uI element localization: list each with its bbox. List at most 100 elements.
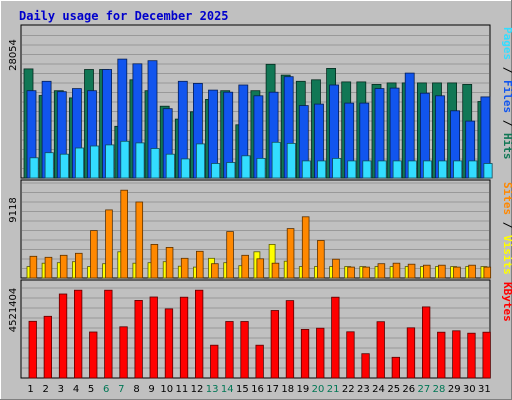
bar-sites-day-4 (75, 252, 83, 279)
y-tick-label-top: 28054 (8, 39, 19, 71)
bar-kbytes-day-7 (119, 326, 128, 379)
bar-pages-day-28 (438, 160, 448, 179)
bar-pages-day-16 (256, 157, 266, 179)
bar-pages-day-20 (317, 160, 327, 179)
legend-bottom: KBytes (501, 282, 512, 322)
panel-sites-visits: 9118 Sites / Visits (8, 179, 512, 279)
bar-kbytes-day-3 (58, 293, 68, 379)
bar-kbytes-day-20 (316, 327, 325, 379)
bar-pages-day-30 (468, 160, 478, 179)
bar-kbytes-day-25 (391, 356, 401, 379)
bar-pages-day-5 (90, 145, 100, 179)
bar-pages-day-7 (120, 140, 130, 179)
bars-middle (26, 189, 492, 279)
bar-sites-day-29 (453, 266, 461, 279)
bar-pages-day-17 (271, 141, 281, 179)
bar-kbytes-day-30 (467, 332, 476, 379)
bar-sites-day-27 (422, 264, 431, 279)
bar-sites-day-5 (90, 230, 98, 279)
x-tick-label-day-4: 4 (73, 384, 79, 395)
bar-kbytes-day-23 (361, 353, 370, 379)
bar-sites-day-22 (347, 266, 355, 279)
legend-middle: Sites / Visits (501, 182, 512, 275)
bar-sites-day-15 (241, 254, 249, 279)
x-tick-label-day-20: 20 (312, 384, 325, 395)
x-tick-label-day-8: 8 (133, 384, 139, 395)
bar-kbytes-day-15 (240, 321, 249, 379)
x-tick-label-day-28: 28 (433, 384, 446, 395)
bar-pages-day-3 (59, 153, 69, 179)
bar-pages-day-6 (105, 144, 115, 179)
x-tick-label-day-21: 21 (327, 384, 340, 395)
x-tick-label-day-17: 17 (266, 384, 279, 395)
bar-sites-day-7 (120, 189, 128, 279)
bar-kbytes-day-18 (285, 300, 295, 379)
bar-kbytes-day-13 (210, 344, 219, 379)
bar-pages-day-25 (392, 160, 402, 179)
bar-pages-day-23 (362, 160, 372, 179)
bar-kbytes-day-26 (406, 327, 416, 379)
bar-sites-day-3 (59, 254, 68, 279)
x-tick-label-day-14: 14 (221, 384, 234, 395)
bar-sites-day-21 (332, 258, 340, 279)
bar-pages-day-12 (195, 143, 206, 179)
bar-sites-day-12 (195, 250, 204, 279)
x-tick-label-day-30: 30 (463, 384, 476, 395)
bar-pages-day-9 (150, 148, 160, 179)
bar-sites-day-25 (392, 262, 401, 279)
bar-sites-day-11 (180, 257, 189, 279)
bar-kbytes-day-16 (255, 344, 264, 379)
bar-sites-day-24 (377, 263, 386, 279)
bar-sites-day-17 (271, 262, 280, 279)
x-tick-label-day-29: 29 (448, 384, 461, 395)
bar-kbytes-day-2 (43, 315, 52, 379)
x-tick-label-day-13: 13 (206, 384, 219, 395)
x-axis-day-labels: 1 2 3 4 5 6 7 8 9 10 11 12 13 14 15 16 17 18 19 20 21 22 23 24 2… (27, 384, 490, 395)
x-tick-label-day-12: 12 (191, 384, 204, 395)
bar-kbytes-day-1 (28, 320, 37, 379)
bar-pages-day-22 (347, 160, 357, 179)
bar-kbytes-day-21 (331, 296, 340, 379)
x-tick-label-day-15: 15 (236, 384, 249, 395)
bar-pages-day-21 (332, 157, 342, 179)
x-tick-label-day-23: 23 (357, 384, 370, 395)
y-tick-label-bottom: 4521404 (8, 288, 19, 333)
bars-top (23, 58, 493, 179)
bar-kbytes-day-28 (437, 331, 446, 379)
bar-sites-day-2 (44, 256, 53, 279)
bar-pages-day-29 (453, 160, 463, 179)
bar-sites-day-26 (407, 263, 416, 279)
bar-pages-day-18 (286, 142, 296, 179)
bar-pages-day-24 (377, 160, 387, 179)
bar-sites-day-1 (29, 255, 38, 279)
x-tick-label-day-5: 5 (88, 384, 94, 395)
x-tick-label-day-25: 25 (387, 384, 400, 395)
bar-kbytes-day-11 (179, 296, 189, 379)
x-tick-label-day-19: 19 (297, 384, 310, 395)
x-tick-label-day-16: 16 (251, 384, 264, 395)
bar-kbytes-day-10 (164, 308, 174, 379)
bar-sites-day-20 (317, 240, 325, 279)
panel-kbytes: 4521404 KBytes (8, 279, 512, 379)
x-tick-label-day-2: 2 (43, 384, 49, 395)
x-tick-label-day-27: 27 (418, 384, 431, 395)
bar-kbytes-day-4 (74, 289, 83, 379)
bar-sites-day-13 (211, 263, 219, 279)
bar-pages-day-11 (180, 158, 190, 179)
bar-kbytes-day-27 (421, 306, 431, 379)
bar-kbytes-day-29 (452, 330, 461, 379)
bar-sites-day-31 (483, 266, 492, 279)
bar-pages-day-10 (165, 153, 175, 179)
bar-kbytes-day-24 (376, 321, 385, 379)
bar-kbytes-day-19 (300, 328, 310, 379)
bar-sites-day-8 (135, 201, 144, 279)
x-tick-label-day-31: 31 (478, 384, 491, 395)
bar-sites-day-10 (165, 246, 174, 279)
bar-sites-day-19 (301, 216, 310, 279)
bar-kbytes-day-31 (482, 331, 491, 379)
x-tick-label-day-3: 3 (58, 384, 64, 395)
bar-kbytes-day-12 (194, 289, 204, 379)
bar-pages-day-1 (29, 157, 39, 179)
legend-top: Pages / Files / Hits (501, 27, 512, 160)
